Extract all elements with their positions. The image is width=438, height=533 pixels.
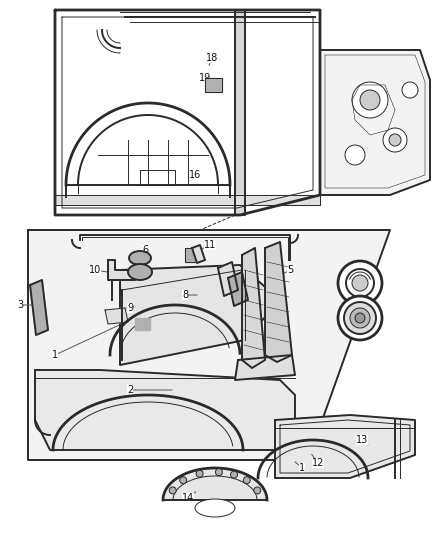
Text: 13: 13 xyxy=(356,435,368,445)
Polygon shape xyxy=(235,355,295,380)
Text: 19: 19 xyxy=(199,73,212,83)
Text: 8: 8 xyxy=(182,290,197,300)
Polygon shape xyxy=(192,245,205,263)
Polygon shape xyxy=(185,248,198,262)
Text: 11: 11 xyxy=(198,240,216,251)
Ellipse shape xyxy=(195,499,235,517)
Circle shape xyxy=(383,128,407,152)
Text: 1: 1 xyxy=(52,321,127,360)
Circle shape xyxy=(345,145,365,165)
Circle shape xyxy=(346,269,374,297)
Polygon shape xyxy=(105,308,128,324)
Circle shape xyxy=(244,477,251,484)
Circle shape xyxy=(360,90,380,110)
Polygon shape xyxy=(163,468,267,500)
Polygon shape xyxy=(218,262,238,296)
Text: 5: 5 xyxy=(275,265,293,279)
Ellipse shape xyxy=(128,264,152,280)
Circle shape xyxy=(344,302,376,334)
Text: 9: 9 xyxy=(125,303,133,313)
Polygon shape xyxy=(28,230,390,460)
Circle shape xyxy=(338,261,382,305)
Text: 4: 4 xyxy=(270,312,288,335)
Circle shape xyxy=(215,469,223,475)
Polygon shape xyxy=(108,260,135,280)
Circle shape xyxy=(254,487,261,494)
Polygon shape xyxy=(55,195,320,205)
Text: 12: 12 xyxy=(311,454,324,468)
Text: 10: 10 xyxy=(89,265,110,275)
Circle shape xyxy=(352,275,368,291)
Text: 14: 14 xyxy=(182,492,196,503)
Text: 1: 1 xyxy=(295,462,305,473)
Circle shape xyxy=(352,82,388,118)
Text: 2: 2 xyxy=(127,385,172,395)
Polygon shape xyxy=(120,265,280,365)
Text: 6: 6 xyxy=(142,245,148,255)
Circle shape xyxy=(230,471,237,478)
Circle shape xyxy=(389,134,401,146)
Polygon shape xyxy=(205,78,222,92)
Polygon shape xyxy=(242,248,265,368)
Circle shape xyxy=(355,313,365,323)
Ellipse shape xyxy=(129,251,151,265)
Circle shape xyxy=(402,82,418,98)
Polygon shape xyxy=(265,242,292,362)
Polygon shape xyxy=(30,280,48,335)
Polygon shape xyxy=(320,50,430,195)
Circle shape xyxy=(169,487,176,494)
Text: 3: 3 xyxy=(17,300,35,310)
Polygon shape xyxy=(135,318,150,330)
Circle shape xyxy=(180,477,187,484)
Circle shape xyxy=(350,308,370,328)
Text: 16: 16 xyxy=(189,170,201,180)
Polygon shape xyxy=(228,272,248,306)
Text: 28: 28 xyxy=(363,310,382,320)
Circle shape xyxy=(196,470,203,477)
Polygon shape xyxy=(35,370,295,450)
Polygon shape xyxy=(275,415,415,478)
Circle shape xyxy=(338,296,382,340)
Text: 18: 18 xyxy=(206,53,218,66)
Text: 27: 27 xyxy=(363,278,382,288)
Polygon shape xyxy=(235,10,245,215)
